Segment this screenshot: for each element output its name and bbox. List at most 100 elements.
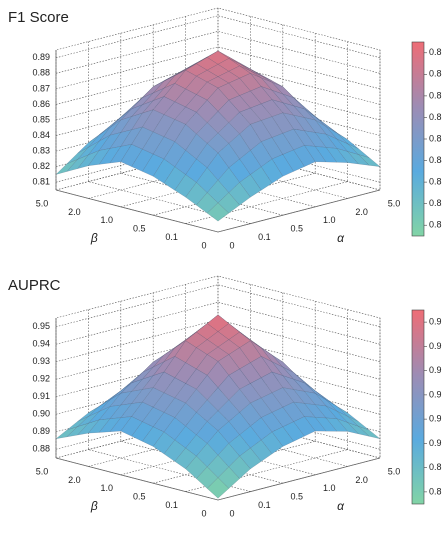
x-tick-label: 1.0 bbox=[323, 483, 336, 493]
y-tick-label: 2.0 bbox=[68, 475, 81, 485]
surface-patch bbox=[152, 340, 219, 404]
y-axis-label: β bbox=[90, 231, 98, 245]
colorbar-tick-label: 0.9 bbox=[429, 438, 442, 448]
colorbar-tick-label: 0.85 bbox=[429, 133, 442, 143]
surface-patch bbox=[185, 152, 251, 222]
colorbar-tick-label: 0.9 bbox=[429, 414, 442, 424]
surface-patch bbox=[315, 393, 381, 439]
surface-patch bbox=[185, 361, 251, 431]
surface-patch bbox=[88, 109, 154, 166]
x-tick-label: 1.0 bbox=[323, 215, 336, 225]
axis-edge bbox=[55, 189, 381, 233]
y-tick-label: 0 bbox=[201, 508, 206, 518]
y-tick-label: 0.5 bbox=[133, 224, 146, 234]
surface-patch bbox=[250, 73, 316, 121]
colorbar bbox=[411, 41, 425, 237]
surface-patch bbox=[217, 340, 284, 404]
surface-patch bbox=[282, 86, 348, 140]
surface-patch bbox=[250, 387, 316, 447]
z-tick-label: 0.89 bbox=[32, 426, 50, 436]
colorbar-tick-label: 0.88 bbox=[429, 69, 442, 79]
colorbar-tick-label: 0.9 bbox=[429, 365, 442, 375]
z-tick-label: 0.90 bbox=[32, 409, 50, 419]
axis-edge bbox=[55, 457, 381, 501]
surface-patch bbox=[120, 387, 186, 447]
surface-patch bbox=[217, 402, 284, 470]
colorbar-tick-label: 0.84 bbox=[429, 155, 442, 165]
y-tick-label: 5.0 bbox=[36, 466, 49, 476]
surface-patch bbox=[120, 340, 186, 394]
colorbar bbox=[411, 309, 425, 505]
z-tick-label: 0.91 bbox=[32, 391, 50, 401]
surface-patch bbox=[152, 124, 219, 198]
y-tick-label: 2.0 bbox=[68, 207, 81, 217]
y-tick-label: 0.1 bbox=[165, 500, 178, 510]
colorbar-tick-label: 0.81 bbox=[429, 220, 442, 230]
surface-patch bbox=[185, 430, 251, 499]
surface-patch bbox=[120, 70, 186, 121]
y-tick-label: 1.0 bbox=[101, 215, 114, 225]
surface-patch bbox=[282, 112, 348, 163]
x-tick-label: 0.5 bbox=[291, 224, 304, 234]
y-tick-label: 1.0 bbox=[101, 483, 114, 493]
y-tick-label: 5.0 bbox=[36, 198, 49, 208]
colorbar-tick-label: 0.86 bbox=[429, 112, 442, 122]
z-tick-label: 0.92 bbox=[32, 374, 50, 384]
colorbar-tick-label: 0.9 bbox=[429, 389, 442, 399]
chart-title: F1 Score bbox=[8, 9, 69, 26]
colorbar-tick-label: 0.82 bbox=[429, 198, 442, 208]
surface-patch bbox=[120, 109, 186, 177]
z-tick-label: 0.86 bbox=[32, 99, 50, 109]
surface-patch bbox=[250, 340, 316, 394]
colorbar-tick-label: 0.89 bbox=[429, 47, 442, 57]
colorbar-tick-label: 0.9 bbox=[429, 341, 442, 351]
x-tick-label: 2.0 bbox=[355, 475, 368, 485]
y-tick-label: 0 bbox=[201, 240, 206, 250]
surface-patch bbox=[55, 393, 121, 439]
colorbar-tick-label: 0.8 bbox=[429, 486, 442, 496]
surface-patch bbox=[282, 387, 348, 432]
x-tick-label: 0.1 bbox=[258, 232, 271, 242]
z-tick-label: 0.89 bbox=[32, 52, 50, 62]
x-tick-label: 5.0 bbox=[388, 466, 401, 476]
x-tick-label: 0 bbox=[229, 508, 234, 518]
z-tick-label: 0.84 bbox=[32, 130, 50, 140]
x-tick-label: 0 bbox=[229, 240, 234, 250]
z-tick-label: 0.81 bbox=[32, 177, 50, 187]
surface-cell bbox=[206, 202, 230, 222]
x-tick-label: 0.5 bbox=[291, 492, 304, 502]
surface-patch bbox=[217, 73, 284, 125]
y-axis-label: β bbox=[90, 499, 98, 513]
y-tick-label: 0.5 bbox=[133, 492, 146, 502]
z-tick-label: 0.85 bbox=[32, 114, 50, 124]
z-tick-label: 0.95 bbox=[32, 321, 50, 331]
z-tick-label: 0.82 bbox=[32, 161, 50, 171]
z-tick-label: 0.88 bbox=[32, 68, 50, 78]
surface-cell bbox=[206, 477, 230, 499]
x-axis-label: α bbox=[337, 499, 345, 513]
x-tick-label: 0.1 bbox=[258, 500, 271, 510]
surface-patch bbox=[217, 124, 284, 198]
surface-patch bbox=[315, 119, 381, 167]
surface-patch bbox=[250, 112, 316, 177]
z-tick-label: 0.93 bbox=[32, 356, 50, 366]
z-tick-label: 0.94 bbox=[32, 339, 50, 349]
surface-patch bbox=[185, 314, 251, 362]
z-tick-label: 0.83 bbox=[32, 145, 50, 155]
colorbar-tick-label: 0.9 bbox=[429, 317, 442, 327]
colorbar-tick-label: 0.87 bbox=[429, 90, 442, 100]
surface-patch bbox=[88, 387, 154, 434]
y-tick-label: 0.1 bbox=[165, 232, 178, 242]
colorbar-tick-label: 0.8 bbox=[429, 462, 442, 472]
x-tick-label: 2.0 bbox=[355, 207, 368, 217]
chart-title: AUPRC bbox=[8, 277, 61, 294]
surface-patch bbox=[152, 402, 219, 470]
x-tick-label: 5.0 bbox=[388, 198, 401, 208]
surface-patch bbox=[55, 119, 121, 175]
surface-patch bbox=[282, 361, 348, 413]
z-tick-label: 0.87 bbox=[32, 83, 50, 93]
surface-patch bbox=[185, 87, 251, 154]
colorbar-tick-label: 0.83 bbox=[429, 176, 442, 186]
z-tick-label: 0.88 bbox=[32, 444, 50, 454]
